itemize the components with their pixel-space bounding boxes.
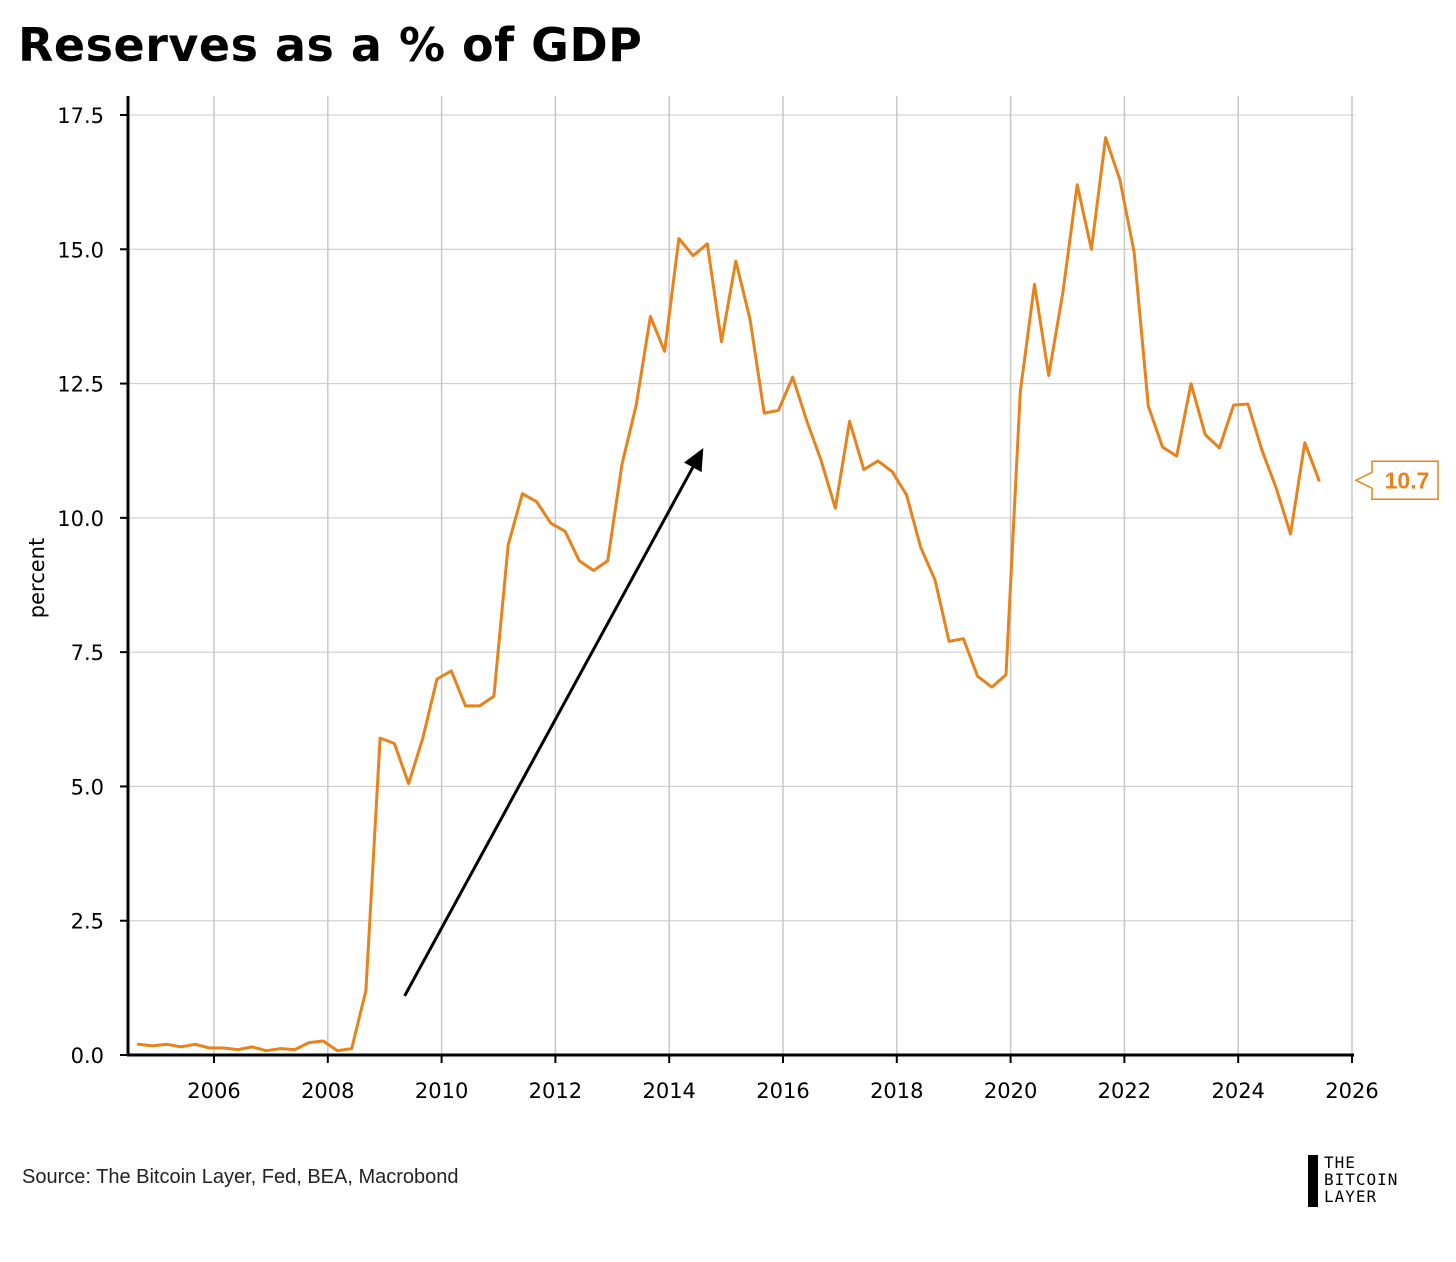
- last-value-label: 10.7: [1385, 467, 1430, 493]
- annotations: 10.7: [403, 448, 1439, 997]
- x-tick-label: 2014: [642, 1079, 695, 1103]
- the-bitcoin-layer-logo: THE BITCOIN LAYER: [1308, 1154, 1418, 1207]
- logo-line-3: LAYER: [1324, 1187, 1378, 1206]
- axes: [120, 96, 1354, 1063]
- y-tick-label: 5.0: [71, 775, 104, 799]
- logo-line-2: BITCOIN: [1324, 1170, 1399, 1189]
- y-tick-label: 10.0: [57, 507, 104, 531]
- trend-arrow-head: [684, 448, 704, 473]
- chart-title: Reserves as a % of GDP: [18, 18, 643, 72]
- source-note: Source: The Bitcoin Layer, Fed, BEA, Mac…: [22, 1166, 459, 1188]
- x-tick-label: 2020: [984, 1079, 1037, 1103]
- y-tick-label: 15.0: [57, 238, 104, 262]
- logo-bar: [1308, 1155, 1318, 1207]
- logo-wordmark: THE BITCOIN LAYER: [1324, 1154, 1398, 1205]
- y-tick-label: 7.5: [71, 641, 104, 665]
- x-tick-label: 2022: [1098, 1079, 1151, 1103]
- y-axis-label: percent: [25, 538, 49, 618]
- x-tick-label: 2008: [301, 1079, 354, 1103]
- logo-line-1: THE: [1324, 1153, 1356, 1172]
- x-tick-label: 2010: [415, 1079, 468, 1103]
- x-tick-label: 2006: [187, 1079, 240, 1103]
- series-line: [136, 136, 1321, 1053]
- trend-arrow-shaft: [403, 466, 695, 997]
- y-tick-label: 0.0: [71, 1044, 104, 1068]
- last-value-callout: [1354, 460, 1439, 501]
- tick-labels: 0.0 2.5 5.0 7.5 10.0 12.5 15.0 17.5 2006 2008 2010…: [25, 104, 1379, 1103]
- x-tick-label: 2024: [1211, 1079, 1264, 1103]
- y-tick-label: 12.5: [57, 373, 104, 397]
- x-tick-label: 2026: [1325, 1079, 1378, 1103]
- gridlines: [128, 96, 1354, 1055]
- y-tick-label: 17.5: [57, 104, 104, 128]
- x-tick-label: 2016: [756, 1079, 809, 1103]
- x-tick-label: 2012: [529, 1079, 582, 1103]
- y-tick-label: 2.5: [71, 910, 104, 934]
- x-tick-label: 2018: [870, 1079, 923, 1103]
- series-layer: [136, 136, 1321, 1053]
